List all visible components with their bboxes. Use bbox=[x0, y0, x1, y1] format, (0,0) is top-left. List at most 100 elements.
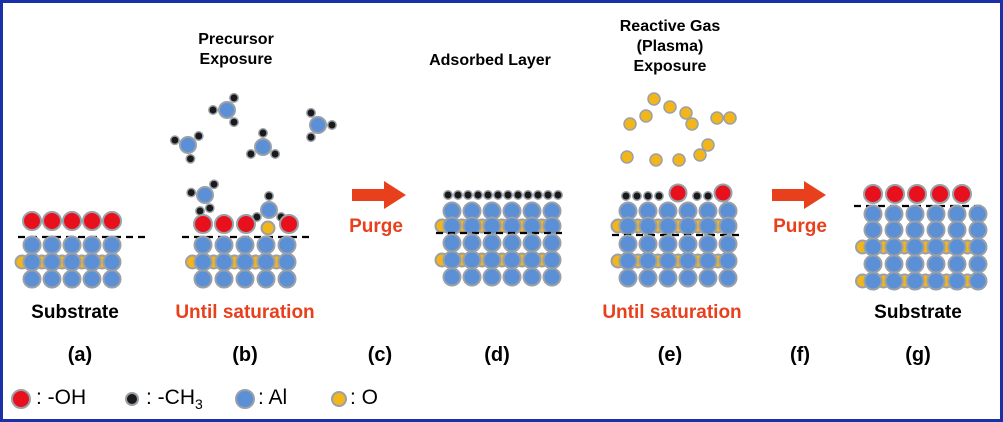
al-atom bbox=[235, 235, 255, 255]
al-atom bbox=[22, 252, 42, 272]
al-atom bbox=[179, 136, 197, 154]
substrate-label: Substrate bbox=[874, 302, 962, 323]
oh-atom bbox=[885, 184, 905, 204]
al-atom bbox=[678, 216, 698, 236]
oh-atom bbox=[668, 183, 688, 203]
al-atom bbox=[522, 233, 542, 253]
al-atom bbox=[618, 216, 638, 236]
ch3-atom bbox=[513, 190, 523, 200]
ch3-atom bbox=[463, 190, 473, 200]
purge-label: Purge bbox=[349, 216, 403, 237]
al-atom bbox=[42, 235, 62, 255]
al-atom bbox=[926, 204, 946, 224]
panel-letter: (f) bbox=[790, 344, 810, 366]
ch3-atom bbox=[209, 179, 219, 190]
al-atom bbox=[214, 252, 234, 272]
al-atom bbox=[698, 251, 718, 271]
ch3-legend-icon bbox=[125, 392, 139, 406]
al-atom bbox=[462, 267, 482, 287]
ch3-atom bbox=[306, 107, 316, 118]
o-atom bbox=[679, 106, 693, 120]
o-atom bbox=[663, 100, 677, 114]
ch3-atom bbox=[245, 149, 256, 159]
ch3-atom bbox=[258, 128, 268, 138]
oh-atom bbox=[42, 211, 62, 231]
ch3-atom bbox=[692, 191, 702, 201]
al-atom bbox=[82, 269, 102, 289]
al-atom bbox=[254, 138, 272, 156]
ch3-atom bbox=[643, 191, 653, 201]
o-atom bbox=[723, 111, 737, 125]
al-atom bbox=[542, 267, 562, 287]
ch3-atom bbox=[204, 203, 215, 214]
al-atom bbox=[618, 268, 638, 288]
al-atom bbox=[658, 251, 678, 271]
o-atom bbox=[685, 117, 699, 131]
al-atom bbox=[658, 234, 678, 254]
al-atom bbox=[22, 269, 42, 289]
ch3-atom bbox=[270, 149, 281, 159]
ch3-atom bbox=[493, 190, 503, 200]
ch3-legend-label: : -CH3 bbox=[146, 386, 203, 412]
adsorbed-layer-title: Adsorbed Layer bbox=[429, 52, 551, 69]
al-atom bbox=[905, 204, 925, 224]
ch3-atom bbox=[306, 132, 316, 143]
al-atom bbox=[905, 237, 925, 257]
al-atom bbox=[863, 271, 883, 291]
oh-atom bbox=[22, 211, 42, 231]
purge-label: Purge bbox=[773, 216, 827, 237]
oh-legend-icon bbox=[11, 389, 31, 409]
al-atom bbox=[884, 220, 904, 240]
al-atom bbox=[947, 237, 967, 257]
ch3-legend-text: : -CH bbox=[146, 386, 195, 409]
oh-atom bbox=[214, 214, 234, 234]
al-atom bbox=[968, 204, 988, 224]
al-atom bbox=[522, 267, 542, 287]
al-atom bbox=[309, 116, 327, 134]
o-atom bbox=[710, 111, 724, 125]
ch3-atom bbox=[186, 187, 197, 198]
al-atom bbox=[638, 216, 658, 236]
al-atom bbox=[214, 235, 234, 255]
al-atom bbox=[256, 235, 276, 255]
al-atom bbox=[277, 269, 297, 289]
precursor-exposure-title: Precursor Exposure bbox=[198, 30, 274, 70]
al-atom bbox=[193, 269, 213, 289]
al-atom bbox=[698, 216, 718, 236]
al-atom bbox=[947, 220, 967, 240]
substrate-label: Substrate bbox=[31, 302, 119, 323]
ch3-atom bbox=[503, 190, 513, 200]
al-atom bbox=[863, 237, 883, 257]
al-atom bbox=[863, 204, 883, 224]
purge-arrow-icon bbox=[772, 181, 826, 209]
al-atom bbox=[947, 271, 967, 291]
al-atom bbox=[968, 254, 988, 274]
al-atom bbox=[102, 235, 122, 255]
title-line: (Plasma) bbox=[636, 38, 704, 55]
ch3-atom bbox=[473, 190, 483, 200]
ch3-atom bbox=[654, 191, 664, 201]
ch3-atom bbox=[195, 206, 205, 216]
al-atom bbox=[884, 204, 904, 224]
oh-atom bbox=[713, 183, 733, 203]
o-atom bbox=[260, 220, 276, 236]
al-atom bbox=[638, 251, 658, 271]
ch3-subscript: 3 bbox=[195, 396, 203, 413]
al-atom bbox=[22, 235, 42, 255]
al-atom bbox=[62, 269, 82, 289]
al-atom bbox=[193, 235, 213, 255]
al-atom bbox=[235, 252, 255, 272]
ch3-atom bbox=[632, 191, 642, 201]
al-atom bbox=[196, 186, 214, 204]
o-atom bbox=[623, 117, 637, 131]
al-atom bbox=[82, 252, 102, 272]
al-atom bbox=[718, 216, 738, 236]
al-atom bbox=[42, 269, 62, 289]
title-line: Exposure bbox=[633, 58, 707, 75]
al-atom bbox=[947, 204, 967, 224]
al-atom bbox=[658, 268, 678, 288]
o-atom bbox=[620, 150, 634, 164]
ch3-atom bbox=[264, 191, 274, 201]
al-atom bbox=[863, 254, 883, 274]
